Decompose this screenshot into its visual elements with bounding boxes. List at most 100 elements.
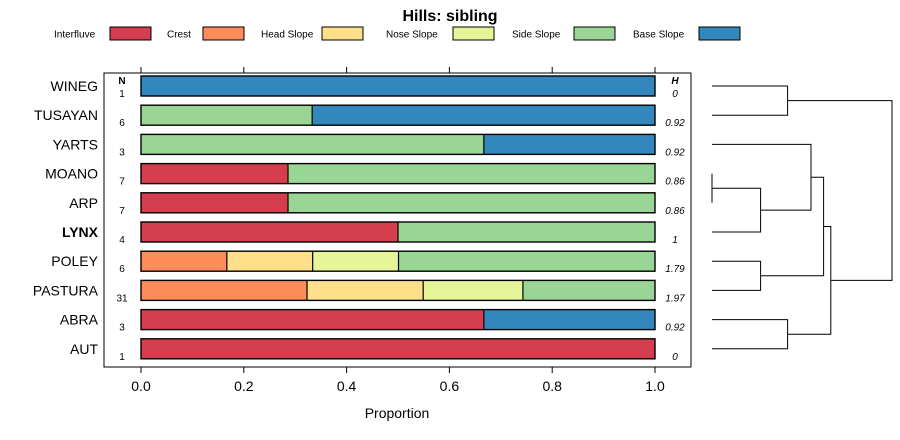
bar-segment-interfluve (141, 192, 289, 213)
legend-label-side-slope: Side Slope (512, 30, 561, 41)
bar-segment-side-slope (398, 222, 655, 242)
dendrogram-branch (712, 319, 789, 350)
legend-swatch-interfluve (109, 26, 152, 41)
dendrogram-branch (712, 143, 812, 211)
bar-segment-base-slope (312, 105, 655, 126)
row-aut: AUT 1 0 (70, 338, 678, 363)
legend-label-base-slope: Base Slope (633, 30, 685, 41)
row-label: MOANO (45, 166, 98, 182)
x-tick-label: 0.6 (440, 378, 460, 394)
h-value: 0.92 (665, 118, 685, 129)
bar-segment-base-slope (141, 76, 655, 96)
legend-label-nose-slope: Nose Slope (386, 30, 438, 41)
bar-segment-side-slope (141, 105, 313, 126)
row-pastura: PASTURA 31 1.97 (33, 279, 685, 304)
bar-segment-side-slope (288, 163, 655, 184)
n-value: 3 (119, 323, 125, 334)
bar-segment-side-slope (398, 251, 656, 272)
n-value: 31 (116, 293, 128, 304)
row-abra: ABRA 3 0.92 (60, 308, 685, 334)
dendrogram-branch (712, 187, 762, 233)
bar-segment-crest (141, 280, 308, 301)
x-tick-label: 0.8 (542, 378, 562, 394)
row-label: ARP (69, 195, 98, 211)
bar-outline (140, 162, 656, 185)
bar-segment-base-slope (483, 134, 655, 155)
row-yarts: YARTS 3 0.92 (53, 133, 685, 158)
n-value: 3 (119, 147, 125, 158)
row-lynx: LYNX 4 1 (62, 221, 678, 246)
legend-label-head-slope: Head Slope (261, 30, 314, 41)
n-value: 6 (119, 264, 125, 275)
bar-segment-side-slope (522, 280, 656, 301)
dendrogram-branch (712, 260, 762, 291)
row-tusayan: TUSAYAN 6 0.92 (34, 104, 685, 129)
legend-swatch-head-slope (321, 26, 364, 41)
h-value: 0.92 (665, 323, 685, 334)
legend-swatch-crest (202, 26, 245, 41)
h-value: 1.79 (665, 264, 685, 275)
n-value: 4 (119, 235, 125, 246)
bar-segment-nose-slope (423, 280, 523, 301)
bar-segment-base-slope (483, 309, 655, 330)
dendrogram-branch (712, 85, 789, 116)
bar-segment-side-slope (288, 192, 655, 213)
row-arp: ARP 7 0.86 (69, 192, 685, 217)
n-value: 1 (119, 89, 125, 100)
n-column-header: N (118, 76, 125, 87)
row-moano: MOANO 7 0.86 (45, 162, 685, 188)
bar-segment-interfluve (141, 222, 398, 242)
legend-swatch-side-slope (573, 26, 616, 41)
legend-swatch-nose-slope (452, 26, 495, 41)
bar-outline (140, 133, 656, 156)
row-label: PASTURA (33, 282, 99, 298)
h-value: 1 (672, 235, 678, 246)
bar-segment-interfluve (141, 338, 655, 359)
bar-outline (140, 104, 656, 126)
dendrogram (711, 85, 893, 350)
row-label: LYNX (62, 224, 99, 240)
h-value: 1.97 (665, 293, 685, 304)
h-value: 0.86 (665, 177, 685, 188)
bar-outline (140, 338, 656, 360)
row-label: YARTS (53, 136, 98, 152)
x-axis: 0.0 0.2 0.4 0.6 0.8 1.0 (131, 67, 665, 394)
n-value: 1 (119, 352, 125, 363)
x-tick-label: 0.2 (234, 378, 254, 394)
bar-segment-side-slope (141, 134, 484, 155)
row-label: ABRA (60, 312, 99, 328)
h-value: 0.86 (665, 206, 685, 217)
n-value: 7 (119, 177, 125, 188)
h-column-header: H (671, 76, 679, 87)
legend-swatch-base-slope (698, 26, 741, 41)
legend-label-interfluve: Interfluve (54, 30, 96, 41)
x-tick-label: 0.0 (131, 378, 151, 394)
row-label: TUSAYAN (34, 107, 98, 123)
bar-segment-interfluve (141, 309, 484, 330)
row-label: POLEY (51, 253, 98, 269)
x-axis-title: Proportion (365, 405, 430, 421)
chart-title: Hills: sibling (402, 8, 497, 25)
bar-segment-head-slope (226, 251, 313, 272)
bar-segment-interfluve (141, 163, 289, 184)
row-label: AUT (70, 341, 98, 357)
h-value: 0.92 (665, 147, 685, 158)
bar-outline (140, 192, 656, 214)
row-label: WINEG (51, 78, 98, 94)
bar-segment-crest (141, 251, 227, 272)
h-value: 0 (672, 352, 678, 363)
dendrogram-branch (787, 226, 832, 335)
legend-label-crest: Crest (167, 30, 191, 41)
bar-segment-nose-slope (312, 251, 399, 272)
x-tick-label: 0.4 (337, 378, 357, 394)
row-wineg: WINEG 1 0 (51, 75, 678, 100)
bar-segment-head-slope (307, 280, 424, 301)
x-tick-label: 1.0 (645, 378, 665, 394)
n-value: 7 (119, 206, 125, 217)
dendrogram-branch (760, 176, 825, 277)
n-value: 6 (119, 118, 125, 129)
dendrogram-branch (787, 100, 893, 281)
bar-outline (140, 308, 656, 331)
